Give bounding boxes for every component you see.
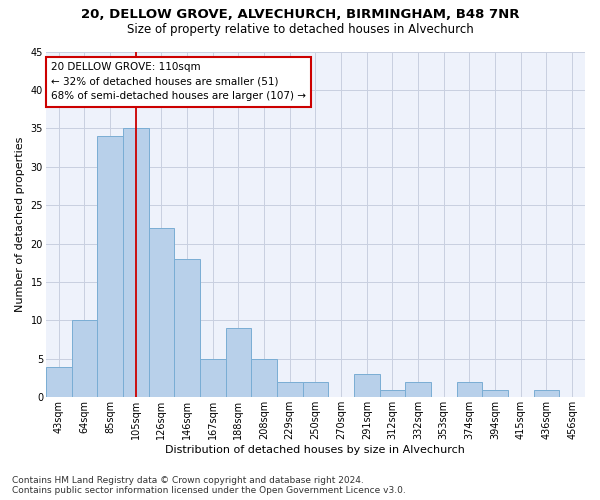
Y-axis label: Number of detached properties: Number of detached properties	[15, 136, 25, 312]
X-axis label: Distribution of detached houses by size in Alvechurch: Distribution of detached houses by size …	[166, 445, 466, 455]
Bar	[123, 128, 149, 398]
Text: Contains HM Land Registry data © Crown copyright and database right 2024.
Contai: Contains HM Land Registry data © Crown c…	[12, 476, 406, 495]
Bar	[482, 390, 508, 398]
Bar	[405, 382, 431, 398]
Bar	[174, 259, 200, 398]
Bar	[533, 390, 559, 398]
Bar	[71, 320, 97, 398]
Text: 20 DELLOW GROVE: 110sqm
← 32% of detached houses are smaller (51)
68% of semi-de: 20 DELLOW GROVE: 110sqm ← 32% of detache…	[51, 62, 306, 102]
Bar	[251, 359, 277, 398]
Bar	[46, 366, 71, 398]
Bar	[200, 359, 226, 398]
Bar	[380, 390, 405, 398]
Bar	[457, 382, 482, 398]
Bar	[226, 328, 251, 398]
Bar	[97, 136, 123, 398]
Bar	[277, 382, 302, 398]
Bar	[302, 382, 328, 398]
Bar	[149, 228, 174, 398]
Text: Size of property relative to detached houses in Alvechurch: Size of property relative to detached ho…	[127, 22, 473, 36]
Bar	[354, 374, 380, 398]
Text: 20, DELLOW GROVE, ALVECHURCH, BIRMINGHAM, B48 7NR: 20, DELLOW GROVE, ALVECHURCH, BIRMINGHAM…	[81, 8, 519, 20]
